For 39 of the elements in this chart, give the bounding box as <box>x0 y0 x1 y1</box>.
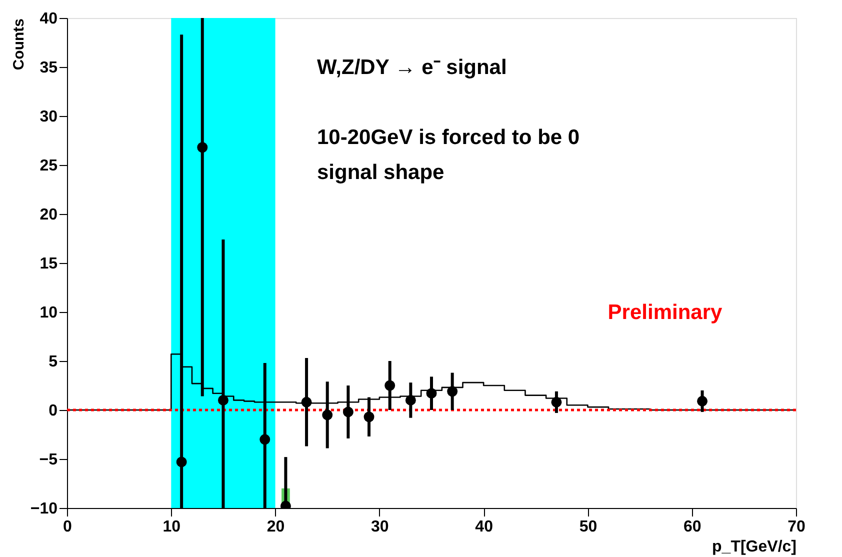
y-tick-label: −10 <box>30 500 58 518</box>
x-tick-label: 10 <box>162 518 181 536</box>
annotation: W,Z/DY → e⁻ signal <box>317 56 507 79</box>
point <box>551 396 562 408</box>
x-tick-label: 60 <box>683 518 702 536</box>
point <box>218 394 228 406</box>
y-axis-title: Counts <box>10 18 28 70</box>
x-tick-label: 70 <box>788 518 806 536</box>
point <box>447 386 458 397</box>
point <box>322 410 333 420</box>
y-tick-label: 25 <box>40 158 58 174</box>
point <box>384 380 396 391</box>
point <box>301 396 312 408</box>
y-tick-label: 40 <box>40 10 58 28</box>
y-tick-label: 20 <box>40 206 58 224</box>
y-tick-label: 15 <box>40 256 58 272</box>
x-axis-title: p_T[GeV/c] <box>712 538 796 556</box>
y-tick-label: 10 <box>40 304 58 322</box>
point <box>426 388 437 399</box>
x-tick-label: 30 <box>371 518 389 536</box>
point <box>697 396 708 406</box>
y-tick-label: 35 <box>40 60 58 76</box>
x-tick-label: 50 <box>579 518 598 536</box>
annotation: 10-20GeV is forced to be 0 <box>317 126 580 149</box>
point <box>176 456 187 468</box>
x-tick-label: 0 <box>63 518 72 536</box>
annotation: signal shape <box>317 161 444 184</box>
point <box>405 394 416 406</box>
point <box>364 412 374 422</box>
point <box>197 142 208 153</box>
annotation: Preliminary <box>608 301 723 324</box>
x-tick-label: 40 <box>475 518 494 536</box>
y-tick-label: 0 <box>48 402 58 420</box>
point <box>260 434 270 445</box>
x-tick-label: 20 <box>266 518 285 536</box>
y-tick-label: 5 <box>48 354 58 370</box>
y-tick-label: −5 <box>39 452 58 468</box>
y-tick-label: 30 <box>40 108 58 126</box>
point <box>342 406 354 418</box>
